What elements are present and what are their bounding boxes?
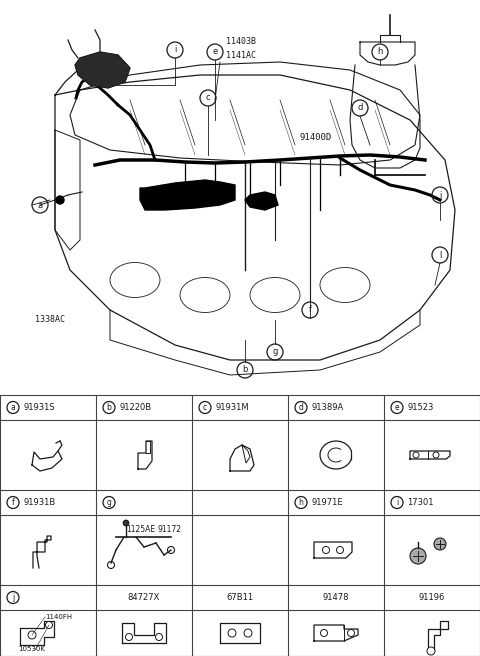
Text: b: b bbox=[242, 365, 248, 375]
Circle shape bbox=[433, 452, 439, 458]
Text: 91389A: 91389A bbox=[311, 403, 343, 412]
Text: e: e bbox=[395, 403, 399, 412]
Text: l: l bbox=[439, 251, 441, 260]
Text: g: g bbox=[272, 348, 278, 356]
Text: c: c bbox=[206, 94, 210, 102]
Text: 67B11: 67B11 bbox=[227, 593, 253, 602]
Circle shape bbox=[321, 630, 327, 636]
Text: d: d bbox=[357, 104, 363, 112]
Circle shape bbox=[228, 629, 236, 637]
Text: f: f bbox=[12, 498, 14, 507]
Text: 1140FH: 1140FH bbox=[45, 614, 72, 620]
Text: f: f bbox=[309, 306, 312, 314]
Text: 91196: 91196 bbox=[419, 593, 445, 602]
Text: g: g bbox=[107, 498, 111, 507]
Text: a: a bbox=[11, 403, 15, 412]
Text: 91971E: 91971E bbox=[311, 498, 343, 507]
Text: 91172: 91172 bbox=[158, 525, 182, 534]
Text: e: e bbox=[212, 47, 217, 56]
Polygon shape bbox=[75, 52, 130, 88]
Circle shape bbox=[125, 634, 132, 640]
Polygon shape bbox=[140, 180, 235, 210]
Circle shape bbox=[336, 546, 344, 554]
Text: 91523: 91523 bbox=[407, 403, 433, 412]
Circle shape bbox=[434, 538, 446, 550]
Text: 10530K: 10530K bbox=[18, 646, 45, 652]
Circle shape bbox=[56, 196, 64, 204]
Text: 91400D: 91400D bbox=[300, 134, 332, 142]
Text: c: c bbox=[203, 403, 207, 412]
Circle shape bbox=[244, 629, 252, 637]
Text: 11403B: 11403B bbox=[226, 37, 256, 47]
Circle shape bbox=[28, 631, 36, 639]
Circle shape bbox=[323, 546, 329, 554]
Circle shape bbox=[410, 548, 426, 564]
Text: 91931B: 91931B bbox=[23, 498, 55, 507]
Text: 1338AC: 1338AC bbox=[35, 316, 65, 325]
Text: h: h bbox=[299, 498, 303, 507]
Text: j: j bbox=[439, 190, 441, 199]
Circle shape bbox=[348, 630, 355, 636]
Text: b: b bbox=[107, 403, 111, 412]
Text: i: i bbox=[174, 45, 176, 54]
Circle shape bbox=[413, 452, 419, 458]
Text: 1125AE: 1125AE bbox=[126, 525, 155, 534]
Text: h: h bbox=[377, 47, 383, 56]
Circle shape bbox=[46, 621, 52, 628]
Text: 1141AC: 1141AC bbox=[226, 51, 256, 60]
Circle shape bbox=[123, 520, 129, 526]
Text: 84727X: 84727X bbox=[128, 593, 160, 602]
Circle shape bbox=[427, 647, 435, 655]
Text: a: a bbox=[37, 201, 43, 209]
Polygon shape bbox=[245, 192, 278, 210]
Circle shape bbox=[156, 634, 163, 640]
Text: 91220B: 91220B bbox=[119, 403, 151, 412]
Text: 91931M: 91931M bbox=[215, 403, 249, 412]
Text: 91478: 91478 bbox=[323, 593, 349, 602]
Text: i: i bbox=[396, 498, 398, 507]
Text: 91931S: 91931S bbox=[23, 403, 55, 412]
Text: 17301: 17301 bbox=[407, 498, 433, 507]
Text: j: j bbox=[12, 593, 14, 602]
Text: d: d bbox=[299, 403, 303, 412]
